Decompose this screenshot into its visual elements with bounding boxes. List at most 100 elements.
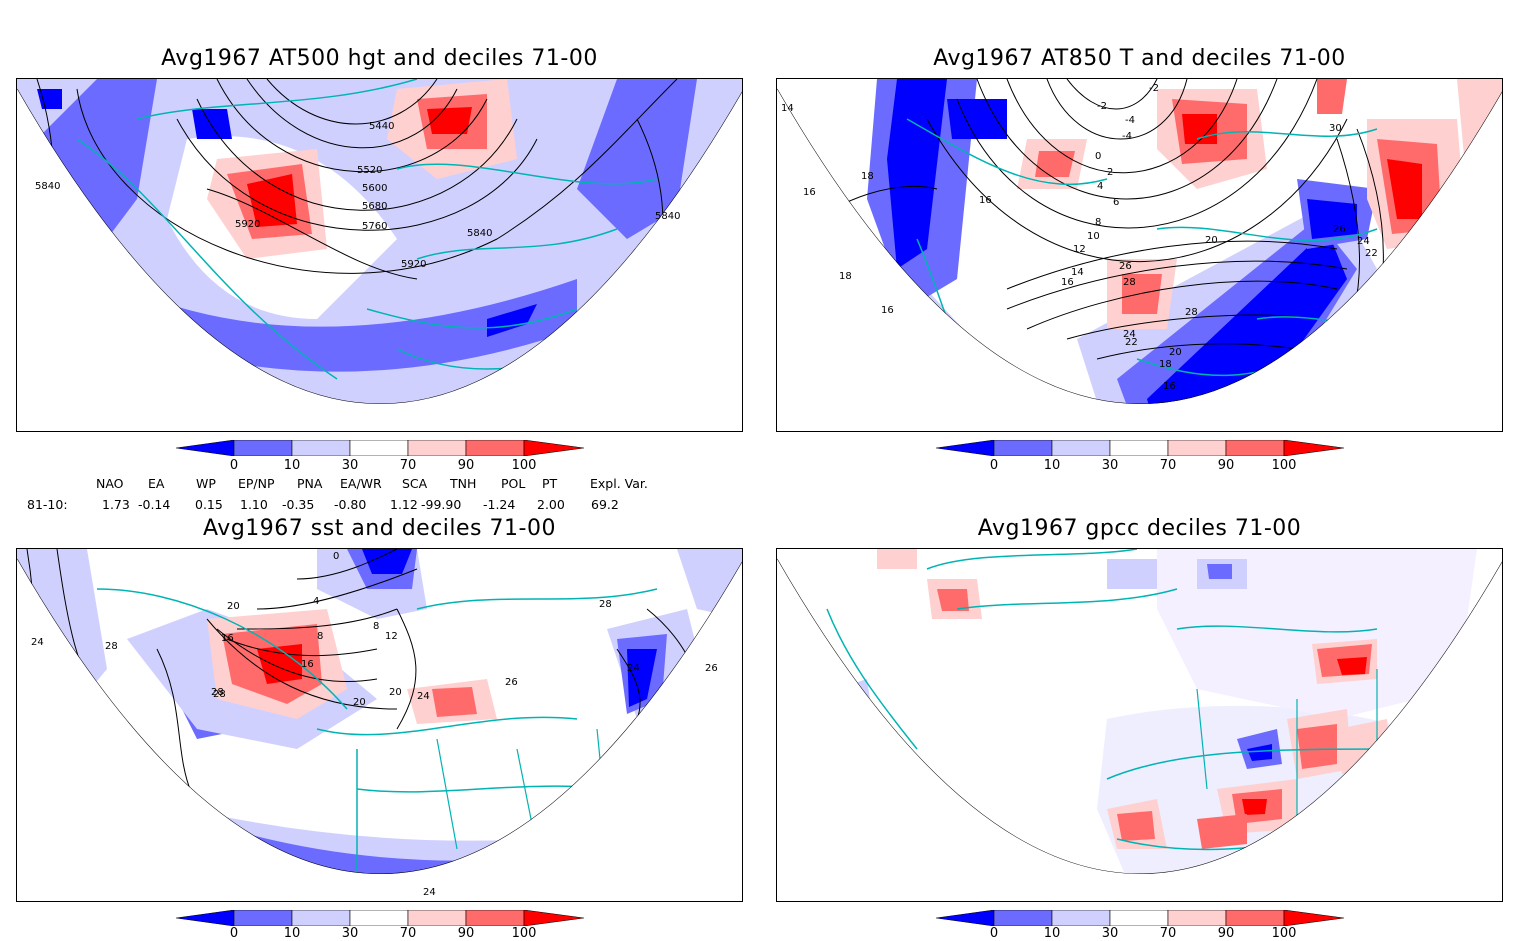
colorbar-label: 100	[511, 926, 537, 941]
contour-label: 16	[301, 659, 314, 670]
contour-label: 5440	[369, 121, 394, 132]
index-header: PNA	[297, 476, 323, 491]
contour-labels: 24 28 28 20 16 12 8 4 0 16 20 24 26 28 2…	[31, 551, 718, 898]
contour-label: 28	[213, 689, 226, 700]
colorbar-label: 70	[1159, 458, 1177, 473]
contour-label: 10	[1087, 231, 1100, 242]
map-panel-hgt500: 5440 5520 5600 5680 5760 5840 5920 5920 …	[16, 78, 743, 432]
contour-label: 22	[1125, 337, 1138, 348]
contour-label: 8	[317, 631, 323, 642]
map-hgt500: 5440 5520 5600 5680 5760 5840 5920 5920 …	[17, 79, 742, 404]
index-value: -0.14	[138, 497, 171, 512]
index-value: -0.35	[282, 497, 315, 512]
colorbar-strip	[935, 439, 1345, 457]
index-value: 0.15	[195, 497, 223, 512]
index-value: 1.12	[390, 497, 418, 512]
colorbar-label: 90	[1217, 926, 1235, 941]
contour-label: 28	[1123, 277, 1136, 288]
contour-label: 5920	[235, 219, 260, 230]
contour-label: 28	[1185, 307, 1198, 318]
contour-label: 26	[705, 663, 718, 674]
contour-label: 14	[781, 103, 794, 114]
index-value: 2.00	[537, 497, 565, 512]
contour-label: 26	[505, 677, 518, 688]
colorbar-label: 90	[457, 458, 475, 473]
contour-label: 22	[1365, 248, 1378, 259]
contour-label: 5840	[35, 181, 60, 192]
contour-label: -2	[1149, 83, 1159, 94]
panel-title-gpcc: Avg1967 gpcc deciles 71-00	[977, 516, 1302, 541]
index-header: SCA	[402, 476, 428, 491]
index-row-label: 81-10:	[27, 497, 68, 512]
map-sst: 24 28 28 20 16 12 8 4 0 16 20 24 26 28 2…	[17, 549, 742, 898]
contour-label: 5840	[467, 228, 492, 239]
colorbar-strip	[175, 439, 585, 457]
index-header: TNH	[450, 476, 477, 491]
colorbar-t850: 0 10 30 70 90 100	[935, 439, 1346, 474]
panel-title-sst: Avg1967 sst and deciles 71-00	[203, 516, 556, 541]
panel-title-hgt500: Avg1967 AT500 hgt and deciles 71-00	[161, 46, 598, 71]
contour-label: 24	[31, 637, 44, 648]
colorbar-label: 70	[1159, 926, 1177, 941]
contour-label: 5920	[401, 259, 426, 270]
contour-label: 20	[389, 687, 402, 698]
contour-label: 28	[105, 641, 118, 652]
contour-label: 12	[385, 631, 398, 642]
colorbar-label: 0	[989, 926, 999, 941]
map-panel-gpcc	[776, 548, 1503, 902]
contour-label: 24	[1123, 329, 1136, 340]
colorbar-label: 100	[511, 458, 537, 473]
contour-label: 14	[1071, 267, 1084, 278]
contour-label: 16	[1061, 277, 1074, 288]
index-header: EP/NP	[238, 476, 275, 491]
contour-label: 5840	[655, 211, 680, 222]
contour-label: 5680	[362, 201, 387, 212]
contour-label: 12	[1073, 244, 1086, 255]
colorbar-label: 70	[399, 926, 417, 941]
colorbar-label: 10	[283, 458, 301, 473]
contour-label: 28	[599, 599, 612, 610]
contour-label: 20	[353, 697, 366, 708]
index-value: 1.73	[102, 497, 130, 512]
colorbar-label: 0	[989, 458, 999, 473]
contour-label: 4	[313, 596, 319, 607]
colorbar-sst: 0 10 30 70 90 100	[175, 909, 586, 941]
contour-label: 0	[1095, 151, 1101, 162]
index-header: NAO	[96, 476, 124, 491]
contour-label: -4	[1125, 115, 1135, 126]
colorbar-label: 30	[1101, 926, 1119, 941]
panel-title-t850: Avg1967 AT850 T and deciles 71-00	[933, 46, 1346, 71]
colorbar-label: 0	[229, 458, 239, 473]
contour-label: 30	[1329, 123, 1342, 134]
colorbar-label: 70	[399, 458, 417, 473]
contour-label: -4	[1122, 131, 1132, 142]
colorbar-gpcc: 0 10 30 70 90 100	[935, 909, 1346, 941]
index-header: EA	[148, 476, 165, 491]
index-value: -0.80	[334, 497, 367, 512]
index-value: -99.90	[421, 497, 462, 512]
map-panel-t850: -2 -4 -4 -2 0 2 4 6 8 10 12 14 16 16 16 …	[776, 78, 1503, 432]
colorbar-label: 30	[341, 926, 359, 941]
contour-label: 24	[1357, 236, 1370, 247]
contour-label: 4	[1097, 181, 1103, 192]
colorbar-hgt500: 0 10 30 70 90 100	[175, 439, 586, 474]
contour-label: 5520	[357, 165, 382, 176]
colorbar-strip	[175, 909, 585, 927]
colorbar-label: 100	[1271, 458, 1297, 473]
contour-label: 16	[221, 633, 234, 644]
contour-label: 18	[1159, 359, 1172, 370]
colorbar-label: 10	[1043, 458, 1061, 473]
contour-label: 5760	[362, 221, 387, 232]
colorbar-label: 100	[1271, 926, 1297, 941]
contour-label: 20	[1205, 235, 1218, 246]
index-value: -1.24	[483, 497, 516, 512]
index-header: WP	[196, 476, 216, 491]
contour-label: 18	[861, 171, 874, 182]
contour-label: 5600	[362, 183, 387, 194]
colorbar-label: 30	[341, 458, 359, 473]
colorbar-label: 30	[1101, 458, 1119, 473]
map-panel-sst: 24 28 28 20 16 12 8 4 0 16 20 24 26 28 2…	[16, 548, 743, 902]
contour-label: 16	[803, 187, 816, 198]
index-header: EA/WR	[340, 476, 382, 491]
contour-label: -2	[1097, 101, 1107, 112]
